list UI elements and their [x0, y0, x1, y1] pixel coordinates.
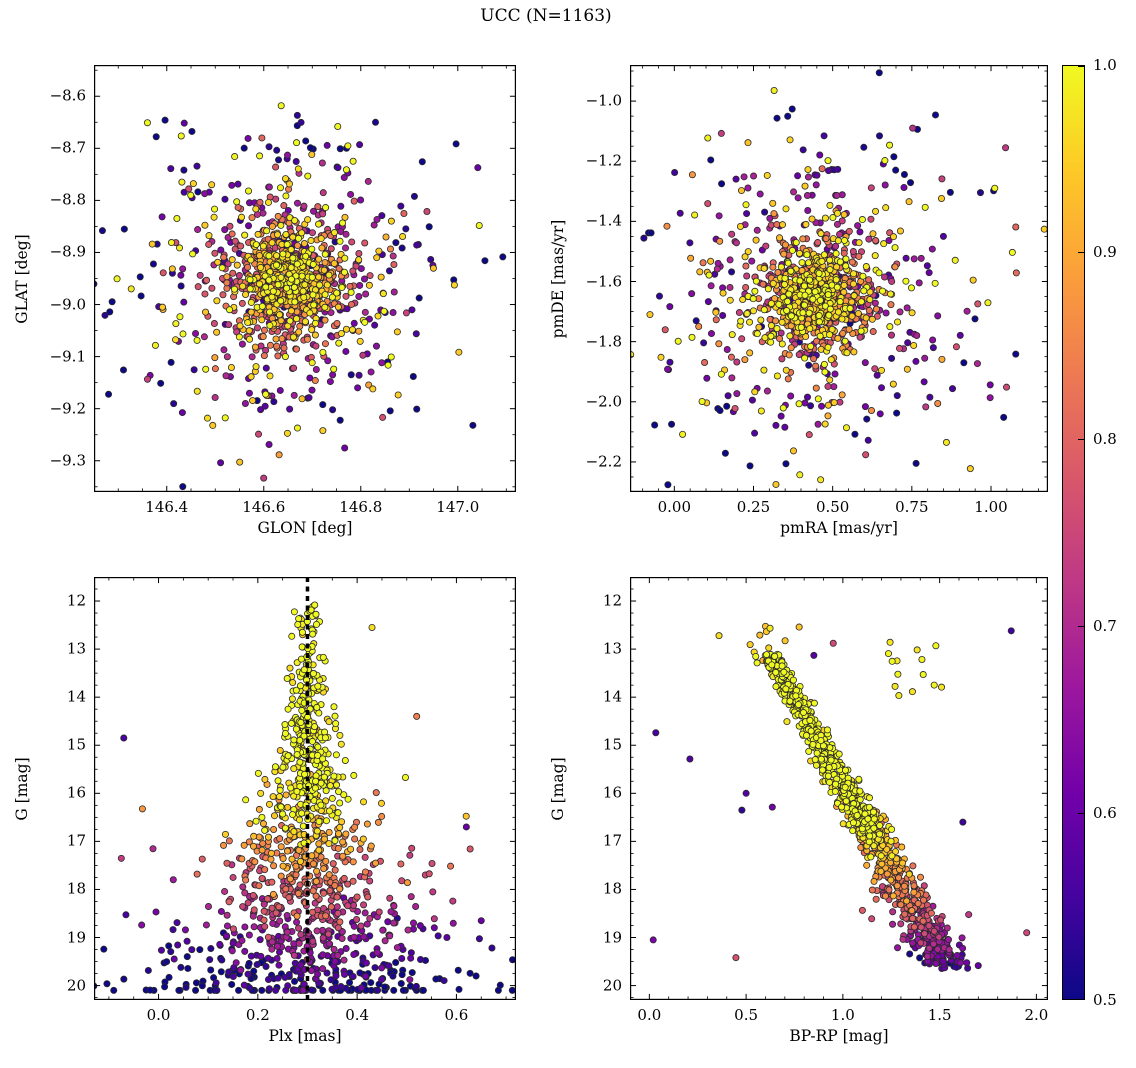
- y-tick-label: 19: [602, 928, 622, 946]
- x-tick-label: 0.75: [895, 498, 929, 516]
- cmd-scatter-canvas: [630, 577, 1048, 1000]
- x-tick-label: 0.5: [734, 1006, 759, 1024]
- y-tick-label: −8.7: [49, 138, 86, 157]
- colorbar-tick-mark: [1078, 813, 1084, 814]
- y-tick-label: −8.9: [49, 242, 86, 261]
- x-tick-label: 1.00: [974, 498, 1008, 516]
- x-axis-label: GLON [deg]: [257, 519, 353, 537]
- y-tick-label: 13: [66, 639, 86, 658]
- x-axis-label: Plx [mas]: [268, 1027, 342, 1045]
- colorbar-tick-label: 1.0: [1093, 56, 1117, 74]
- y-axis-label: G [mag]: [549, 756, 567, 821]
- y-tick-label: 15: [66, 735, 86, 754]
- panel-position: GLON [deg] GLAT [deg] 146.4 146.6 146.8 147…: [13, 65, 516, 537]
- x-tick-label: 1.0: [830, 1006, 855, 1024]
- y-tick-label: 16: [602, 783, 622, 802]
- colorbar-tick-mark: [1078, 252, 1084, 253]
- y-tick-label: −2.2: [585, 452, 622, 471]
- colorbar-tick-label: 0.8: [1093, 430, 1117, 448]
- x-tick-label: 1.5: [927, 1006, 952, 1024]
- colorbar-tick-label: 0.9: [1093, 243, 1117, 261]
- x-tick-label: 0.00: [657, 498, 692, 516]
- y-tick-label: 20: [66, 976, 86, 995]
- y-tick-label: 14: [602, 687, 622, 706]
- y-tick-label: 12: [66, 591, 86, 610]
- colorbar-tick-label: 0.5: [1093, 991, 1117, 1009]
- colorbar: 1.0 0.9 0.8 0.7 0.6 0.5: [1062, 56, 1117, 1009]
- panel-proper-motion: pmRA [mas/yr] pmDE [mas/yr] 0.00 0.25 0.50…: [549, 65, 1048, 537]
- y-tick-label: −9.0: [49, 295, 86, 314]
- y-axis-label: pmDE [mas/yr]: [549, 219, 567, 338]
- x-tick-label: 0.50: [815, 498, 850, 516]
- y-tick-label: −1.2: [585, 151, 622, 170]
- x-tick-label: 146.4: [145, 498, 189, 516]
- colorbar-tick-mark: [1078, 439, 1084, 440]
- y-axis-label: GLAT [deg]: [13, 233, 31, 324]
- y-tick-label: −1.8: [585, 332, 622, 351]
- y-tick-label: 12: [602, 591, 622, 610]
- y-tick-label: 15: [602, 735, 622, 754]
- y-axis-label: G [mag]: [13, 756, 31, 821]
- x-tick-label: 0.0: [637, 1006, 662, 1024]
- y-tick-label: 20: [602, 976, 622, 995]
- colorbar-tick-mark: [1078, 999, 1084, 1000]
- x-tick-label: 146.8: [339, 498, 383, 516]
- x-tick-label: 0.25: [736, 498, 771, 516]
- y-tick-label: −8.8: [49, 190, 86, 209]
- x-tick-label: 2.0: [1024, 1006, 1049, 1024]
- y-tick-label: 16: [66, 783, 86, 802]
- colorbar-tick-mark: [1078, 65, 1084, 67]
- y-tick-label: −1.4: [585, 211, 622, 230]
- y-tick-label: 18: [66, 879, 86, 898]
- y-tick-label: 17: [602, 831, 622, 850]
- y-tick-label: 13: [602, 639, 622, 658]
- x-tick-label: 0.0: [146, 1006, 171, 1024]
- x-axis-label: BP-RP [mag]: [789, 1027, 889, 1045]
- y-tick-label: 18: [602, 879, 622, 898]
- y-tick-label: 19: [66, 928, 86, 946]
- x-tick-label: 0.2: [245, 1006, 270, 1024]
- colorbar-gradient: [1062, 65, 1085, 1000]
- y-tick-label: −9.3: [49, 451, 86, 470]
- y-tick-label: −8.6: [49, 86, 86, 105]
- proper-motion-scatter-canvas: [630, 65, 1048, 492]
- colorbar-tick-label: 0.6: [1093, 804, 1117, 822]
- y-tick-label: −9.2: [49, 399, 86, 418]
- colorbar-tick-label: 0.7: [1093, 617, 1117, 635]
- x-tick-label: 146.6: [242, 498, 286, 516]
- y-tick-label: −1.0: [585, 91, 622, 110]
- x-tick-label: 0.6: [444, 1006, 469, 1024]
- figure-title: UCC (N=1163): [480, 6, 612, 26]
- y-tick-label: −2.0: [585, 392, 622, 411]
- x-tick-label: 147.0: [436, 498, 480, 516]
- panel-cmd: BP-RP [mag] G [mag] 0.0 0.5 1.0 1.5 2.0 12 13 1…: [549, 577, 1048, 1045]
- x-axis-label: pmRA [mas/yr]: [780, 519, 898, 537]
- panel-parallax: Plx [mas] G [mag] 0.0 0.2 0.4 0.6 12 13 14 15 16…: [13, 577, 516, 1045]
- x-tick-label: 0.4: [345, 1006, 370, 1024]
- y-tick-label: −9.1: [49, 347, 86, 366]
- y-tick-label: 17: [66, 831, 86, 850]
- parallax-scatter-canvas: [94, 577, 516, 1000]
- colorbar-tick-mark: [1078, 626, 1084, 627]
- y-tick-label: 14: [66, 687, 86, 706]
- position-scatter-canvas: [94, 65, 516, 492]
- y-tick-label: −1.6: [585, 272, 622, 290]
